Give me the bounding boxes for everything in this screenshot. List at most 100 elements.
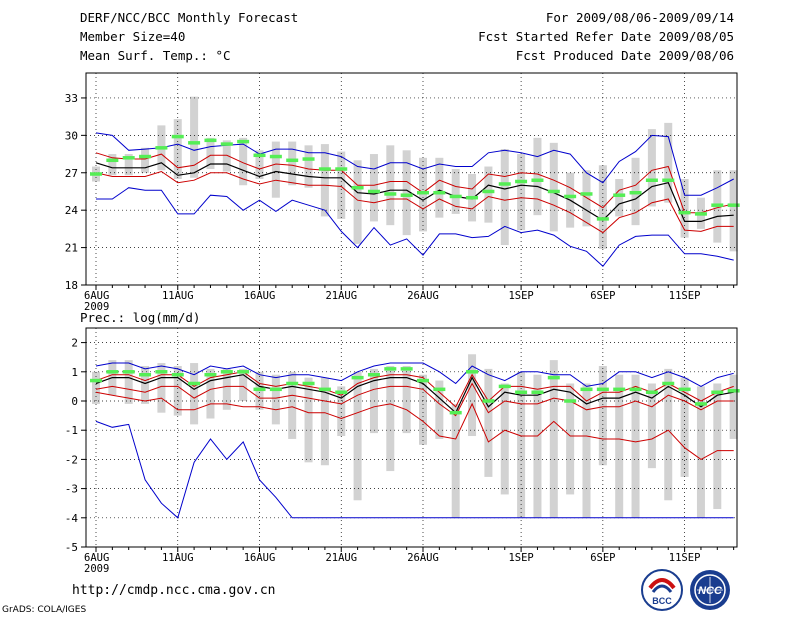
prec-ytick-label: -5 xyxy=(65,541,78,554)
temp-spread-bar xyxy=(271,141,280,198)
prec-spread-bar xyxy=(729,374,738,439)
prec-spread-bar xyxy=(713,383,722,510)
member-size-label: Member Size=40 xyxy=(80,29,186,44)
prec-series-min_upper xyxy=(95,391,734,460)
prec-spread-bar xyxy=(337,386,346,437)
temp-spread-bar xyxy=(451,169,460,214)
prec-xtick-label: 6AUG xyxy=(84,552,109,564)
ncc-logo-text: NCC xyxy=(698,585,723,597)
prec-spread-bar xyxy=(451,403,460,518)
temp-ytick-label: 21 xyxy=(65,242,78,255)
prec-ytick-label: -3 xyxy=(65,483,78,496)
temp-spread-bar xyxy=(402,150,411,236)
prec-spread-bar xyxy=(664,368,673,501)
prec-spread-bar xyxy=(239,368,248,401)
prec-spread-bar xyxy=(190,363,199,425)
temp-spread-bar xyxy=(664,122,673,203)
temp-spread-bar xyxy=(124,154,133,176)
prec-spread-bar xyxy=(533,374,542,518)
temp-spread-bar xyxy=(141,147,150,173)
prec-ytick-label: 1 xyxy=(71,366,78,379)
temp-spread-bar xyxy=(435,157,444,218)
prec-series-min xyxy=(95,420,734,519)
temp-xtick-label: 1SEP xyxy=(508,290,533,302)
temp-spread-bar xyxy=(320,144,329,217)
prec-series-plus_sd xyxy=(95,371,734,408)
temp-spread-bar xyxy=(647,129,656,207)
forecast-started-date: Fcst Started Refer Date 2009/08/05 xyxy=(478,29,734,44)
website-url[interactable]: http://cmdp.ncc.cma.gov.cn xyxy=(72,583,276,598)
temp-spread-bar xyxy=(239,137,248,186)
temp-spread-bar xyxy=(582,170,591,227)
temp-series-max xyxy=(95,132,734,196)
prec-spread-bar xyxy=(320,377,329,466)
temp-spread-bar xyxy=(533,137,542,216)
prec-spread-bar xyxy=(353,371,362,501)
temp-xtick-label: 6SEP xyxy=(590,290,615,302)
temp-spread-bar xyxy=(680,179,689,238)
forecast-period: For 2009/08/06-2009/09/14 xyxy=(545,10,734,25)
prec-spread-bar xyxy=(386,365,395,472)
chart-title: DERF/NCC/BCC Monthly Forecast xyxy=(80,10,299,25)
prec-spread-bar xyxy=(566,383,575,495)
prec-spread-bar xyxy=(696,386,705,518)
temp-spread-bar xyxy=(517,154,526,231)
prec-spread-bar xyxy=(124,360,133,404)
prec-series-minus_sd xyxy=(95,382,734,417)
temp-spread-bar xyxy=(304,145,313,188)
prec-spread-bar xyxy=(468,354,477,437)
prec-ytick-label: 2 xyxy=(71,337,78,350)
temp-spread-bar xyxy=(419,157,427,232)
temp-series-minus_sd xyxy=(95,170,734,234)
temp-spread-bar xyxy=(190,96,199,178)
temp-spread-bar xyxy=(386,145,395,226)
prec-spread-bar xyxy=(598,365,607,466)
temp-ytick-label: 30 xyxy=(65,129,78,142)
prec-xtick-label: 21AUG xyxy=(325,552,357,564)
temp-spread-bar xyxy=(255,150,264,179)
temp-spread-bar xyxy=(206,137,215,170)
temp-spread-bar xyxy=(222,140,231,172)
prec-spread-bar xyxy=(435,380,444,439)
prec-ytick-label: -2 xyxy=(65,453,78,466)
prec-spread-bar xyxy=(206,368,215,419)
temp-spread-bar xyxy=(108,154,117,176)
temp-spread-bar xyxy=(729,170,738,252)
temp-frame xyxy=(85,72,738,286)
ncc-logo-icon: NCC xyxy=(690,570,730,610)
prec-spread-bar xyxy=(500,383,509,495)
prec-spread-bar xyxy=(402,365,411,434)
forecast-produced-date: Fcst Produced Date 2009/08/06 xyxy=(515,48,734,63)
temp-series-plus_sd xyxy=(95,152,734,214)
prec-spread-bar xyxy=(484,368,493,477)
temp-xtick-label: 6AUG xyxy=(84,290,109,302)
prec-spread-bar xyxy=(304,377,313,463)
temp-xtick-label: 16AUG xyxy=(244,290,276,302)
prec-spread-bar xyxy=(615,374,624,518)
temp-ytick-label: 33 xyxy=(65,92,78,105)
temp-xtick-label: 11AUG xyxy=(162,290,194,302)
temperature-variable-label: Mean Surf. Temp.: °C xyxy=(80,48,231,63)
grads-credit: GrADS: COLA/IGES xyxy=(2,605,87,615)
temp-spread-bar xyxy=(615,179,624,217)
prec-xtick-label: 2009 xyxy=(84,563,109,575)
temp-series-mean xyxy=(95,162,734,222)
temp-spread-bar xyxy=(353,160,362,244)
prec-spread-bar xyxy=(288,371,297,439)
prec-spread-bar xyxy=(419,374,427,445)
temp-spread-bar xyxy=(369,154,378,222)
prec-spread-bar xyxy=(173,365,182,416)
bcc-logo-icon: BCC xyxy=(641,569,683,611)
prec-xtick-label: 1SEP xyxy=(508,552,533,564)
prec-spread-bar xyxy=(369,368,378,434)
prec-frame xyxy=(85,327,738,548)
precipitation-variable-label: Prec.: log(mm/d) xyxy=(80,310,200,325)
prec-xtick-label: 11SEP xyxy=(669,552,701,564)
prec-xtick-label: 16AUG xyxy=(244,552,276,564)
temp-xtick-label: 11SEP xyxy=(669,290,701,302)
prec-spread-bar xyxy=(631,374,640,518)
prec-spread-bar xyxy=(92,371,100,404)
